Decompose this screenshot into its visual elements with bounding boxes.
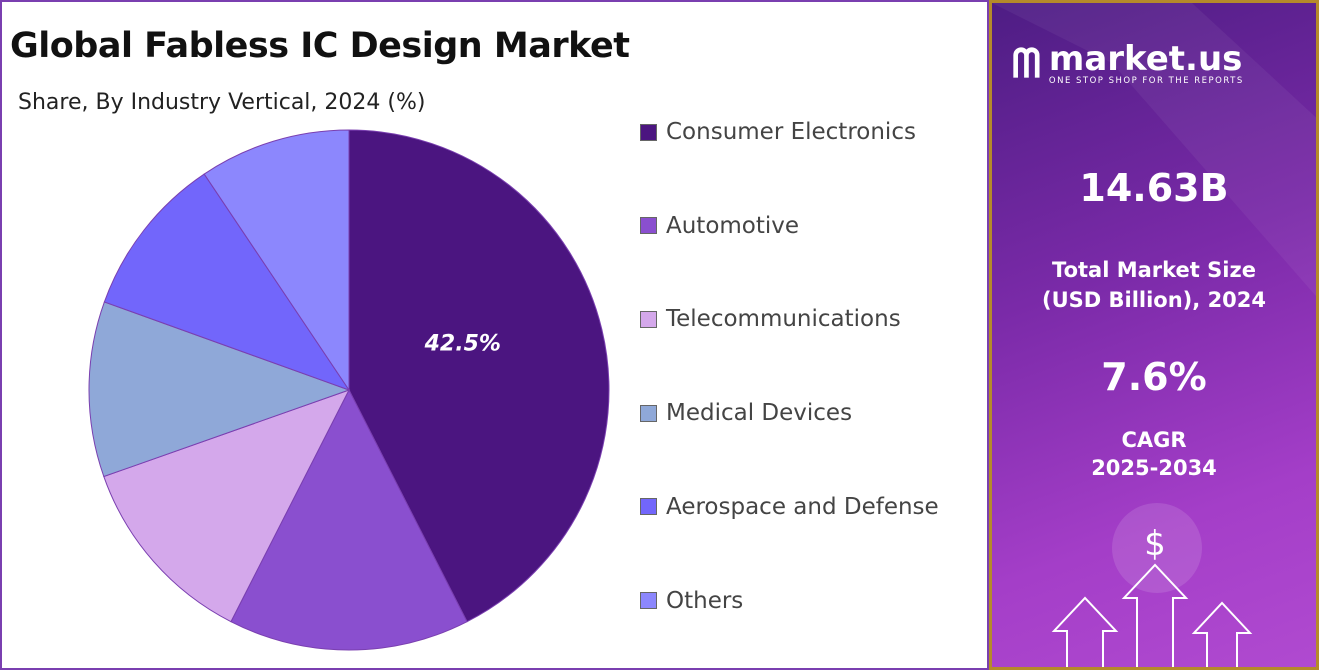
legend-item: Medical Devices (640, 400, 852, 426)
legend-item: Aerospace and Defense (640, 494, 939, 520)
legend-label: Others (666, 587, 744, 614)
legend-label: Aerospace and Defense (666, 493, 939, 520)
pie-slice-consumer-electronics (348, 129, 610, 623)
pie-slice-aerospace-and-defense (103, 173, 351, 391)
chart-subtitle: Share, By Industry Vertical, 2024 (%) (18, 90, 426, 115)
legend-item: Automotive (640, 213, 799, 239)
legend-swatch (640, 498, 657, 516)
chart-title: Global Fabless IC Design Market (10, 26, 630, 66)
legend-swatch (640, 123, 657, 141)
legend-swatch (640, 217, 657, 235)
pie-slice-others (203, 129, 350, 392)
legend-item: Others (640, 588, 743, 614)
dollar-icon: $ (1144, 524, 1166, 564)
cagr-label-1: CAGR (1121, 428, 1187, 452)
logo-mark-icon: ᗰ (1012, 41, 1041, 87)
pie-chart: 42.5% (88, 129, 610, 651)
market-size-value: 14.63B (1079, 166, 1229, 210)
legend-swatch (640, 592, 657, 609)
legend-item: Consumer Electronics (640, 119, 916, 145)
data-label: 42.5% (424, 332, 501, 357)
pie-slice-medical-devices (88, 301, 351, 478)
cagr-label-2: 2025-2034 (1091, 456, 1217, 480)
legend-swatch (640, 404, 657, 422)
brand-logo: ᗰ market.us ONE STOP SHOP FOR THE REPORT… (1012, 41, 1244, 87)
legend-label: Telecommunications (666, 306, 901, 333)
market-size-label-1: Total Market Size (1052, 258, 1256, 282)
pie-slice-automotive (230, 388, 468, 651)
legend-swatch (640, 310, 657, 328)
legend-label: Automotive (666, 212, 800, 239)
chart-panel: Global Fabless IC Design Market Share, B… (0, 0, 989, 670)
legend-item: Telecommunications (640, 306, 901, 332)
brand-tagline: ONE STOP SHOP FOR THE REPORTS (1048, 76, 1244, 86)
summary-panel: $ ᗰ market.us ONE STOP SHOP FOR THE REPO… (989, 0, 1319, 670)
legend-label: Medical Devices (666, 400, 853, 427)
arrows-decoration-icon: $ (992, 3, 1316, 667)
cagr-value: 7.6% (1101, 355, 1207, 399)
market-size-label-2: (USD Billion), 2024 (1041, 288, 1267, 312)
pie-slice-telecommunications (103, 389, 351, 623)
legend-label: Consumer Electronics (666, 119, 916, 145)
brand-name: market.us (1048, 39, 1243, 79)
